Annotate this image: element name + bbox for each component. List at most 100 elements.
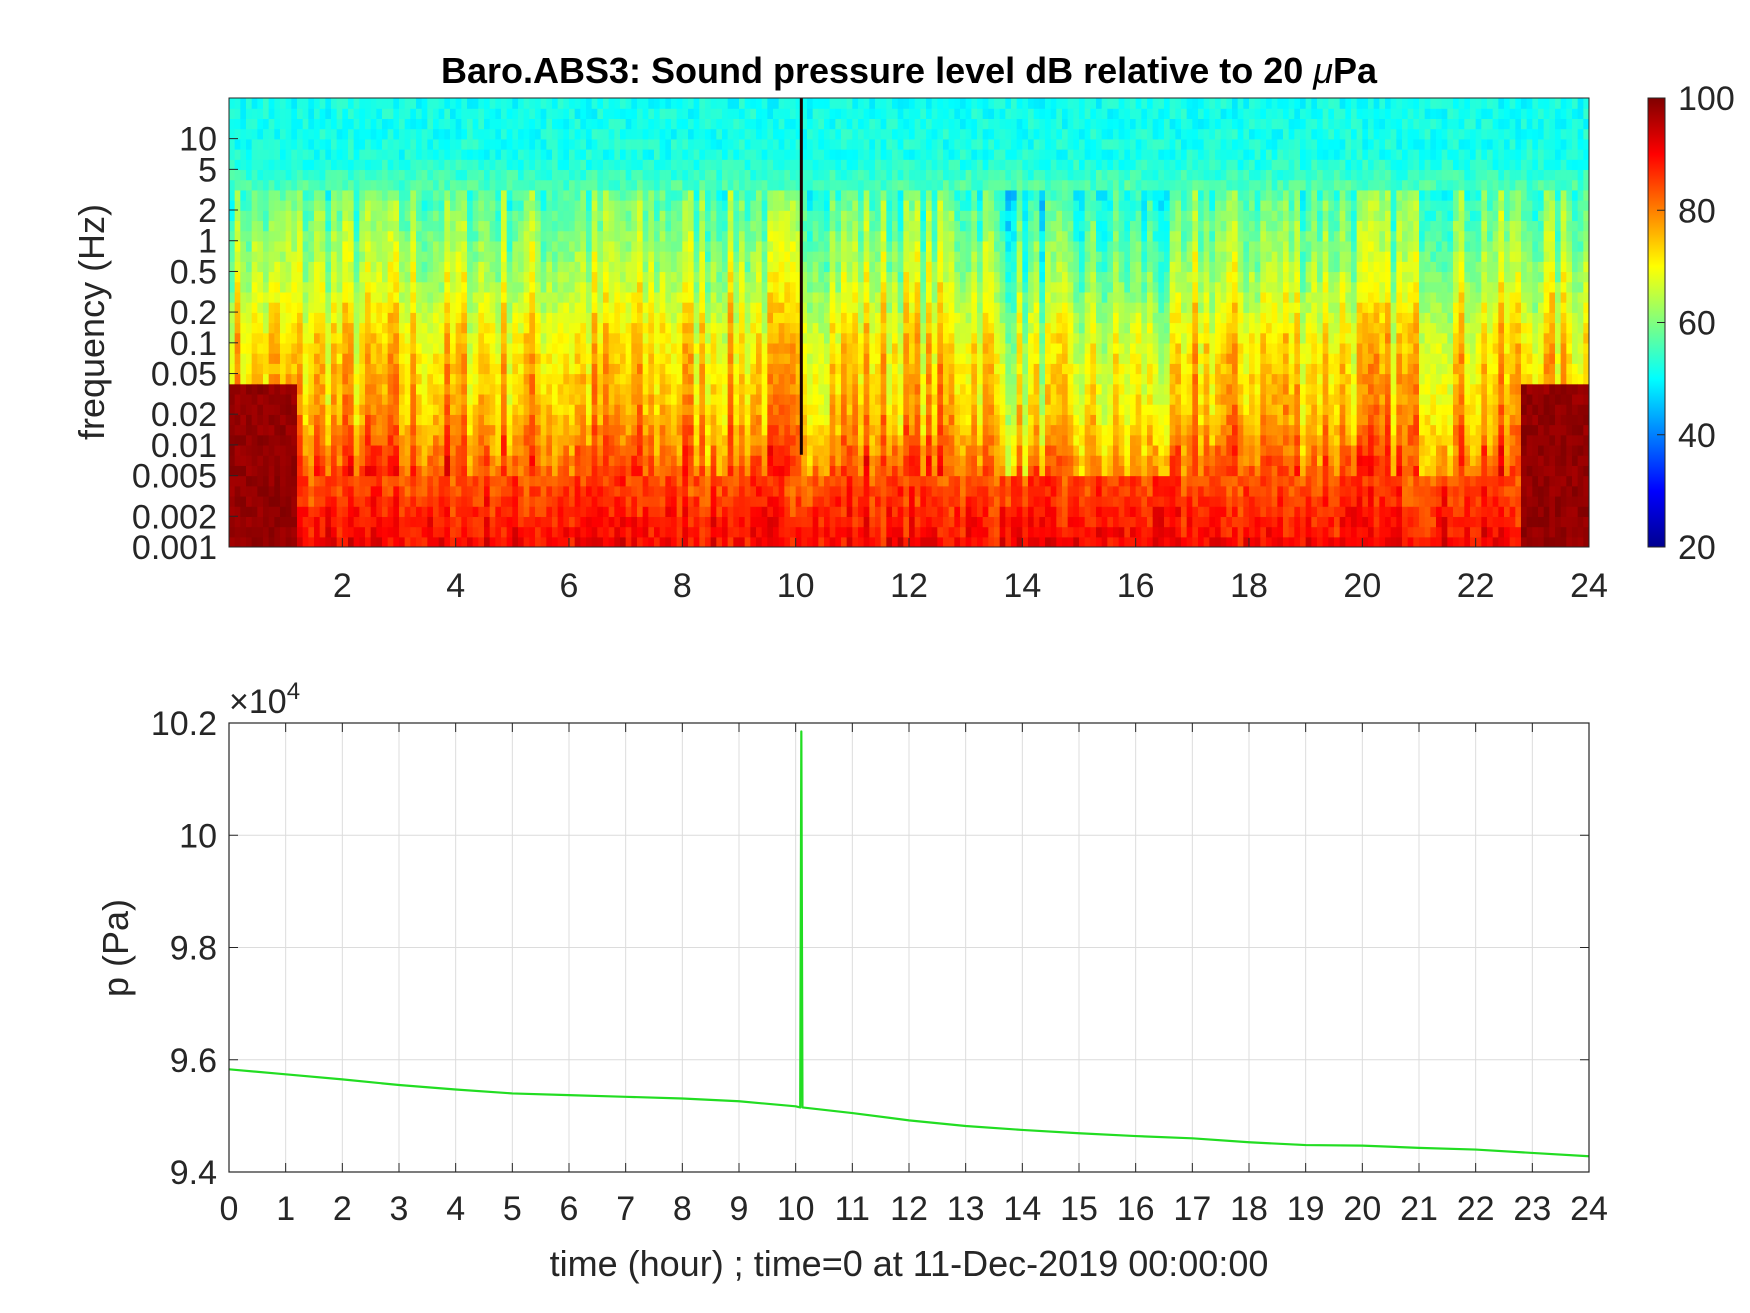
spectrogram-cell <box>648 210 655 222</box>
spectrogram-cell <box>801 138 808 150</box>
spectrogram-cell <box>716 261 723 273</box>
spectrogram-cell <box>489 516 496 528</box>
spectrogram-cell <box>387 210 394 222</box>
spectrogram-cell <box>773 444 780 456</box>
spectrogram-cell <box>801 373 808 385</box>
spectrogram-cell <box>472 200 479 211</box>
spectrogram-cell <box>648 200 655 211</box>
spectrogram-cell <box>863 128 870 140</box>
spectrogram-cell <box>297 291 304 303</box>
spectrogram-cell <box>637 118 644 130</box>
spectrogram-cell <box>365 189 372 201</box>
spectrogram-cell <box>693 373 700 385</box>
spectrogram-cell <box>444 414 451 426</box>
spectrogram-cell <box>750 536 757 547</box>
spectrogram-cell <box>484 251 491 262</box>
spectrogram-cell <box>546 455 553 466</box>
spectrogram-cell <box>756 291 763 303</box>
spectrogram-cell <box>506 118 513 130</box>
spectrogram-cell <box>387 220 394 232</box>
spectrogram-cell <box>331 444 338 456</box>
spectrogram-cell <box>257 261 264 273</box>
spectrogram-cell <box>506 281 513 293</box>
spectrogram-cell <box>314 200 321 211</box>
spectrogram-cell <box>393 230 400 242</box>
spectrogram-cell <box>268 98 275 109</box>
spectrogram-cell <box>863 444 870 456</box>
spectrogram-cell <box>790 261 797 273</box>
spectrogram-cell <box>574 485 581 497</box>
spectrogram-cell <box>591 414 598 426</box>
spectrogram-cell <box>608 138 615 150</box>
spectrogram-cell <box>314 475 321 487</box>
spectrogram-cell <box>359 271 366 283</box>
spectrogram-cell <box>637 393 644 405</box>
spectrogram-cell <box>869 495 876 507</box>
spectrogram-cell <box>416 251 423 262</box>
spectrogram-cell <box>756 302 763 313</box>
spectrogram-cell <box>767 516 774 528</box>
spectrogram-cell <box>478 240 485 252</box>
spectrogram-cell <box>858 383 865 395</box>
spectrogram-cell <box>563 179 570 191</box>
spectrogram-cell <box>370 312 377 324</box>
spectrogram-cell <box>818 128 825 140</box>
spectrogram-cell <box>376 98 383 109</box>
spectrogram-cell <box>263 526 270 538</box>
spectrogram-cell <box>263 220 270 232</box>
spectrogram-cell <box>348 98 355 109</box>
spectrogram-cell <box>365 200 372 211</box>
spectrogram-cell <box>631 475 638 487</box>
spectrogram-cell <box>858 312 865 324</box>
spectrogram-cell <box>597 118 604 130</box>
spectrogram-cell <box>569 169 576 181</box>
spectrogram-cell <box>297 118 304 130</box>
spectrogram-cell <box>693 424 700 436</box>
spectrogram-cell <box>336 169 343 181</box>
spectrogram-cell <box>642 179 649 191</box>
spectrogram-cell <box>325 495 332 507</box>
spectrogram-cell <box>739 404 746 415</box>
spectrogram-cell <box>540 230 547 242</box>
spectrogram-cell <box>438 251 445 262</box>
spectrogram-cell <box>767 98 774 109</box>
spectrogram-cell <box>682 495 689 507</box>
spectrogram-cell <box>529 353 536 364</box>
spectrogram-cell <box>603 128 610 140</box>
spectrogram-cell <box>336 475 343 487</box>
spectrogram-cell <box>535 414 542 426</box>
spectrogram-cell <box>739 291 746 303</box>
spectrogram-cell <box>399 251 406 262</box>
spectrogram-cell <box>257 455 264 466</box>
spectrogram-cell <box>654 240 661 252</box>
spectrogram-cell <box>858 189 865 201</box>
spectrogram-cell <box>790 169 797 181</box>
spectrogram-cell <box>297 434 304 446</box>
spectrogram-cell <box>359 220 366 232</box>
spectrogram-cell <box>353 495 360 507</box>
spectrogram-cell <box>444 138 451 150</box>
spectrogram-cell <box>637 342 644 354</box>
spectrogram-cell <box>410 495 417 507</box>
spectrogram-cell <box>597 414 604 426</box>
spectrogram-cell <box>654 118 661 130</box>
spectrogram-cell <box>835 404 842 415</box>
spectrogram-cell <box>597 291 604 303</box>
spectrogram-cell <box>733 138 740 150</box>
spectrogram-cell <box>733 526 740 538</box>
spectrogram-cell <box>744 363 751 375</box>
spectrogram-cell <box>512 118 519 130</box>
spectrogram-cell <box>665 383 672 395</box>
spectrogram-cell <box>761 200 768 211</box>
spectrogram-cell <box>569 536 576 547</box>
spectrogram-cell <box>693 210 700 222</box>
spectrogram-cell <box>852 302 859 313</box>
spectrogram-cell <box>750 159 757 171</box>
spectrogram-cell <box>274 149 281 160</box>
spectrogram-cell <box>399 118 406 130</box>
spectrogram-cell <box>455 332 462 344</box>
spectrogram-cell <box>620 138 627 150</box>
spectrogram-cell <box>767 404 774 415</box>
spectrogram-cell <box>291 332 298 344</box>
spectrogram-cell <box>370 455 377 466</box>
